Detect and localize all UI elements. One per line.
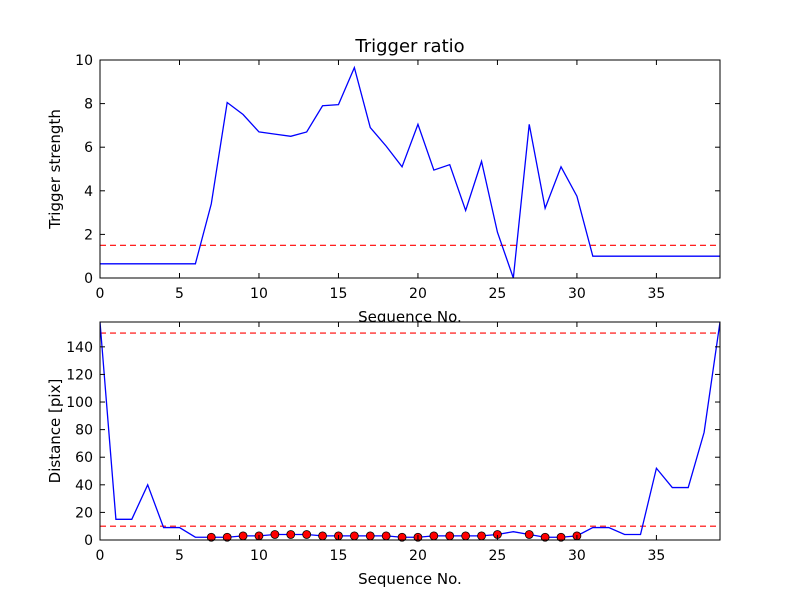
top-y-tick-label: 0	[84, 271, 93, 287]
bottom-scatter-point	[318, 531, 327, 541]
top-y-tick-label: 8	[84, 97, 93, 113]
top-axes-frame	[99, 59, 721, 279]
top-y-tick-label: 2	[84, 227, 93, 243]
top-x-tick-label: 30	[568, 286, 586, 302]
bottom-scatter-point	[349, 531, 359, 541]
bottom-plot-background	[100, 322, 720, 540]
bottom-y-tick-label: 60	[75, 450, 93, 466]
bottom-x-tick-label: 25	[489, 548, 507, 564]
bottom-scatter-point	[540, 532, 550, 542]
top-x-tick-label: 15	[330, 286, 348, 302]
top-x-tick-label: 35	[647, 286, 665, 302]
bottom-scatter-point	[222, 532, 232, 542]
bottom-x-tick-label: 5	[175, 548, 184, 564]
top-y-tick-label: 10	[75, 53, 93, 69]
bottom-y-tick-label: 20	[75, 505, 93, 521]
bottom-scatter-point	[556, 532, 566, 542]
bottom-y-tick-label: 0	[84, 533, 93, 549]
bottom-scatter-point	[238, 531, 248, 541]
bottom-y-tick-label: 140	[66, 340, 93, 356]
top-x-tick-label: 20	[409, 286, 427, 302]
bottom-scatter-point	[302, 530, 312, 539]
bottom-x-tick-label: 0	[96, 548, 105, 564]
top-x-tick-label: 0	[96, 286, 105, 302]
bottom-chart: 0 5 10 15 20 25 30 35 0 20 40 60 80 100 120 140 Sequence…	[46, 321, 721, 588]
bottom-scatter-point	[429, 531, 439, 541]
bottom-y-tick-label: 80	[75, 423, 93, 439]
bottom-scatter-point	[206, 532, 216, 542]
bottom-scatter-point	[445, 531, 455, 541]
top-series-line-0	[100, 65, 720, 278]
bottom-y-tick-label: 40	[75, 478, 93, 494]
bottom-scatter-point	[270, 530, 280, 539]
top-y-tick-label: 4	[84, 184, 93, 200]
bottom-y-axis-label: Distance [pix]	[46, 379, 64, 484]
bottom-scatter-point	[524, 530, 534, 539]
bottom-y-tick-label: 120	[66, 367, 93, 383]
bottom-x-tick-label: 20	[409, 548, 427, 564]
bottom-scatter-point	[381, 531, 391, 541]
top-y-axis-label: Trigger strength	[46, 109, 64, 230]
top-x-tick-label: 10	[250, 286, 268, 302]
bottom-scatter-point	[286, 530, 296, 539]
bottom-x-tick-label: 10	[250, 548, 268, 564]
bottom-scatter-point	[461, 531, 471, 541]
bottom-scatter-point	[397, 532, 407, 542]
bottom-x-tick-label: 15	[330, 548, 348, 564]
bottom-series-line-0	[100, 322, 720, 538]
top-x-tick-label: 25	[489, 286, 507, 302]
top-chart-title: Trigger ratio	[354, 36, 464, 57]
bottom-scatter-point	[477, 531, 486, 541]
top-plot-background	[100, 60, 720, 278]
bottom-scatter-point	[365, 531, 375, 541]
bottom-x-axis-label: Sequence No.	[358, 570, 462, 588]
top-x-tick-label: 5	[175, 286, 184, 302]
bottom-y-tick-label: 100	[66, 395, 93, 411]
bottom-x-tick-label: 35	[647, 548, 665, 564]
bottom-x-tick-label: 30	[568, 548, 586, 564]
bottom-axes-frame	[99, 321, 721, 541]
top-y-tick-label: 6	[84, 140, 93, 156]
